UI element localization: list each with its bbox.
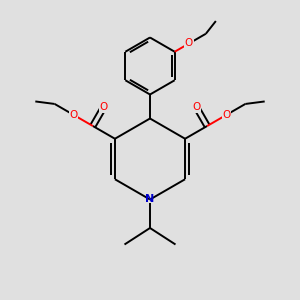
Text: O: O	[100, 102, 108, 112]
Text: O: O	[185, 38, 193, 49]
Text: N: N	[146, 194, 154, 205]
Text: O: O	[192, 102, 200, 112]
Text: O: O	[69, 110, 77, 120]
Text: O: O	[223, 110, 231, 120]
